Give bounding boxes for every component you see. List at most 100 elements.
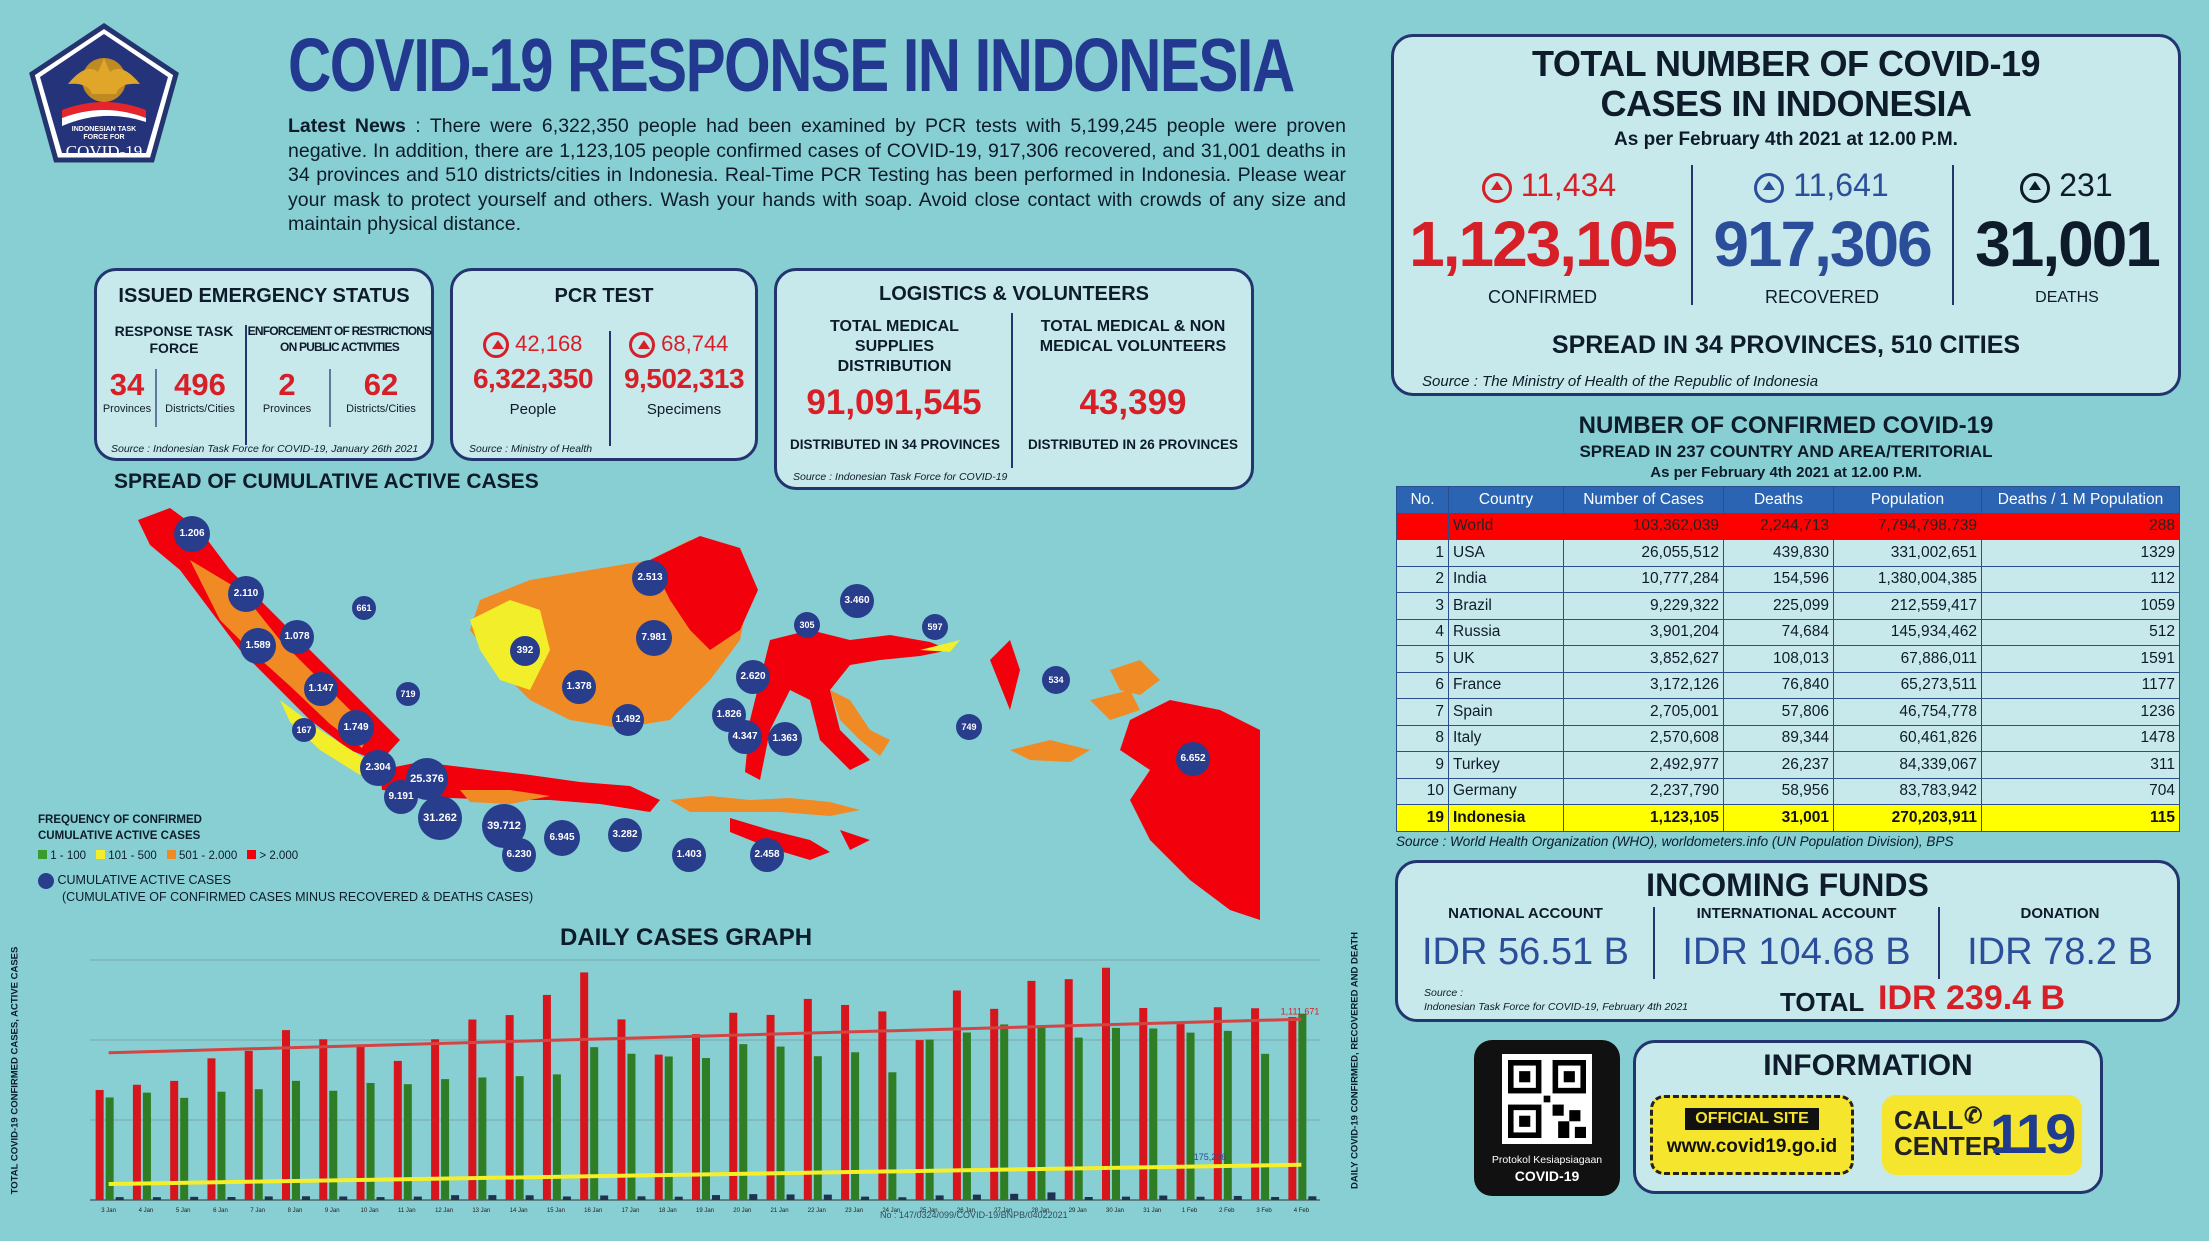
col-country: Country <box>1448 486 1564 514</box>
call-center-line-2: CENTER <box>1894 1131 2001 1161</box>
restrictions-label: ENFORCEMENT OF RESTRICTIONS ON PUBLIC AC… <box>247 324 433 354</box>
map-bubble: 1.378 <box>562 670 596 704</box>
cell: 225,099 <box>1723 592 1834 620</box>
bar <box>292 1080 300 1200</box>
bar <box>1112 1027 1120 1200</box>
funds-source-2: Indonesian Task Force for COVID-19, Febr… <box>1424 1001 1688 1013</box>
call-center-button[interactable]: CALL CENTER ✆ 119 <box>1882 1095 2082 1175</box>
x-tick-label: 28 Jan <box>1031 1208 1049 1214</box>
bar <box>729 1012 738 1200</box>
bar <box>132 1084 141 1200</box>
official-site-button[interactable]: OFFICIAL SITE www.covid19.go.id <box>1650 1095 1854 1175</box>
pcr-people-increase: 42,168 <box>483 331 582 359</box>
bar <box>1233 1195 1242 1200</box>
funds-total-label: TOTAL <box>1780 987 1865 1017</box>
bar <box>841 1004 850 1200</box>
restriction-value-provinces: 2 <box>278 367 296 402</box>
bar <box>264 1196 273 1200</box>
total-cases-panel: TOTAL NUMBER OF COVID-19 CASES IN INDONE… <box>1391 34 2181 396</box>
bar <box>878 1011 887 1200</box>
bar <box>925 1039 934 1200</box>
emergency-status-panel: ISSUED EMERGENCY STATUS RESPONSE TASK FO… <box>94 268 434 461</box>
cell: Germany <box>1448 777 1564 805</box>
recovered-label: RECOVERED <box>1764 287 1880 307</box>
bar <box>170 1080 179 1200</box>
active-cases-label: 175,236 <box>1194 1152 1227 1162</box>
logistics-supplies-header: TOTAL MEDICAL SUPPLIES DISTRIBUTION <box>830 318 959 375</box>
cell: 154,596 <box>1723 565 1834 593</box>
qr-card[interactable]: Protokol Kesiapsiagaan COVID-19 <box>1474 1040 1620 1196</box>
emergency-value-districts: 496 <box>174 367 226 402</box>
world-date: As per February 4th 2021 at 12.00 P.M. <box>1650 464 1922 481</box>
bar <box>823 1194 832 1200</box>
cell: 2 <box>1396 565 1449 593</box>
national-account-label: NATIONAL ACCOUNT <box>1448 905 1603 922</box>
graph-ylabel-left: TOTAL COVID-19 CONFIRMED CASES, ACTIVE C… <box>9 946 21 1195</box>
cell: 46,754,778 <box>1833 698 1982 726</box>
increase-arrow-icon <box>629 332 655 359</box>
x-tick-label: 10 Jan <box>361 1208 379 1214</box>
cell: 10 <box>1396 777 1449 805</box>
bar <box>190 1196 199 1200</box>
cell: 2,705,001 <box>1563 698 1724 726</box>
cell: 89,344 <box>1723 724 1834 752</box>
bar <box>1047 1192 1056 1200</box>
col-population: Population <box>1833 486 1982 514</box>
cell: Indonesia <box>1448 804 1564 832</box>
x-tick-label: 9 Jan <box>325 1208 340 1214</box>
bar <box>1159 1195 1168 1200</box>
cell: 8 <box>1396 724 1449 752</box>
logistics-supplies-value: 91,091,545 <box>806 383 982 422</box>
bar <box>813 1056 822 1200</box>
cell: 112 <box>1981 565 2180 593</box>
bar <box>1064 979 1073 1200</box>
map-bubble: 1.403 <box>672 838 706 872</box>
cumulative-end-label: 1,111,671 <box>1281 1006 1320 1016</box>
deaths-label: DEATHS <box>2035 289 2099 306</box>
news-prefix: Latest News <box>288 115 406 137</box>
cell: 60,461,826 <box>1833 724 1982 752</box>
map-bubble: 167 <box>292 718 316 742</box>
legend-label: 1 - 100 <box>50 850 87 862</box>
pcr-specimen-value: 9,502,313 <box>623 363 745 394</box>
confirmed-label: CONFIRMED <box>1488 287 1597 307</box>
map-bubble: 4.347 <box>728 720 762 754</box>
x-tick-label: 19 Jan <box>696 1208 714 1214</box>
recovered-increase: 11,641 <box>1694 167 1949 204</box>
bar <box>664 1056 673 1200</box>
bar <box>1186 1032 1195 1200</box>
cell: 311 <box>1981 751 2180 779</box>
cell: 1 <box>1396 539 1449 567</box>
increase-arrow-icon <box>2020 172 2051 203</box>
totals-date: As per February 4th 2021 at 12.00 P.M. <box>1614 129 1958 150</box>
col-deaths: Deaths <box>1723 486 1834 514</box>
bar <box>1084 1197 1093 1200</box>
table-row: 7 Spain 2,705,001 57,806 46,754,778 1236 <box>1396 698 2180 726</box>
funds-source-1: Source : <box>1424 987 1464 999</box>
cell: 74,684 <box>1723 618 1834 646</box>
bar <box>898 1197 907 1200</box>
bar <box>1139 1007 1148 1200</box>
bar <box>525 1195 534 1200</box>
phone-icon: ✆ <box>1964 1103 1983 1128</box>
map-bubble: 2.513 <box>632 560 668 596</box>
x-tick-label: 11 Jan <box>398 1208 416 1214</box>
cell: 1059 <box>1981 592 2180 620</box>
bar <box>95 1089 104 1200</box>
bar <box>1176 1024 1185 1200</box>
bar <box>1000 1024 1009 1200</box>
map-bubble: 7.981 <box>636 620 672 656</box>
cell: 83,783,942 <box>1833 777 1982 805</box>
cell: 145,934,462 <box>1833 618 1982 646</box>
map-bubble: 749 <box>956 714 982 740</box>
table-row: 6 France 3,172,126 76,840 65,273,511 1177 <box>1396 671 2180 699</box>
call-center-line-1: CALL <box>1894 1105 1964 1135</box>
map-bubble: 31.262 <box>418 796 462 840</box>
recovered-increase-value: 11,641 <box>1793 167 1889 203</box>
cell: India <box>1448 565 1564 593</box>
cell: 67,886,011 <box>1833 645 1982 673</box>
x-tick-label: 4 Feb <box>1294 1208 1310 1214</box>
cell: 2,570,608 <box>1563 724 1724 752</box>
map-bubble: 1.749 <box>338 710 374 746</box>
world-subtitle: SPREAD IN 237 COUNTRY AND AREA/TERITORIA… <box>1579 442 1993 461</box>
